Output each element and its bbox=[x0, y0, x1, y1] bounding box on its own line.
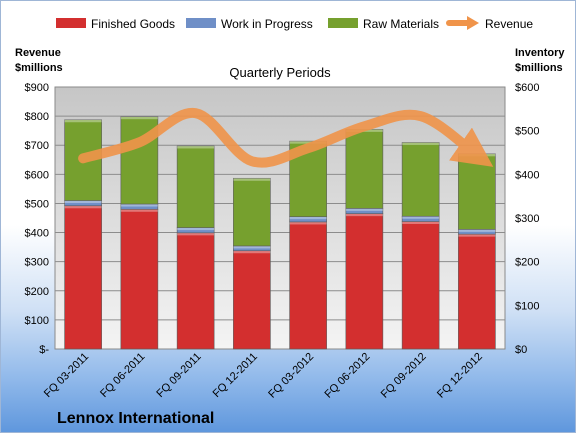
left-tick-label: $700 bbox=[25, 140, 49, 152]
bar-work-in-progress-highlight bbox=[177, 227, 215, 231]
x-tick-label: FQ 03-2011 bbox=[42, 351, 91, 400]
right-tick-label: $500 bbox=[515, 126, 539, 138]
bar-finished-goods bbox=[345, 213, 384, 350]
legend-label-work-in-progress: Work in Progress bbox=[221, 17, 313, 31]
left-axis-ticks: $- $100 $200 $300 $400 $500 $600 $700 $800 $900 bbox=[25, 82, 50, 356]
bar-finished-goods bbox=[458, 233, 496, 350]
bar-finished-goods-highlight bbox=[289, 221, 327, 225]
bar-raw-materials-highlight bbox=[289, 141, 327, 144]
right-axis-title-line1: Inventory bbox=[515, 47, 565, 59]
bar-work-in-progress-highlight bbox=[233, 245, 271, 249]
right-tick-label: $400 bbox=[515, 169, 539, 181]
bar-finished-goods-highlight bbox=[402, 221, 440, 224]
bar-raw-materials-highlight bbox=[120, 116, 158, 120]
right-axis-title-line2: $millions bbox=[515, 62, 563, 74]
bar-work-in-progress-highlight bbox=[345, 208, 383, 211]
company-name: Lennox International bbox=[57, 410, 214, 427]
left-tick-label: $500 bbox=[25, 198, 49, 210]
bar-finished-goods bbox=[289, 221, 327, 350]
left-tick-label: $- bbox=[39, 344, 49, 356]
right-tick-label: $0 bbox=[515, 344, 527, 356]
bar-finished-goods bbox=[233, 250, 271, 350]
bar-raw-materials-highlight bbox=[402, 142, 440, 145]
left-tick-label: $400 bbox=[25, 228, 49, 240]
bar-finished-goods-highlight bbox=[233, 250, 271, 254]
revenue-line bbox=[78, 108, 494, 168]
bar-work-in-progress-highlight bbox=[402, 216, 440, 219]
legend-swatch-finished-goods bbox=[56, 18, 86, 28]
bar-raw-materials-highlight bbox=[64, 119, 102, 123]
bar-finished-goods-highlight bbox=[345, 213, 383, 217]
x-tick-label: FQ 06-2012 bbox=[323, 351, 373, 401]
x-tick-label: FQ 03-2012 bbox=[266, 351, 316, 401]
right-tick-label: $200 bbox=[515, 257, 539, 269]
bar-raw-materials-highlight bbox=[177, 145, 215, 149]
bar-raw-materials bbox=[345, 129, 384, 209]
right-tick-label: $600 bbox=[515, 82, 539, 94]
left-tick-label: $300 bbox=[25, 257, 49, 269]
bar-raw-materials bbox=[401, 142, 440, 217]
legend: Finished Goods Work in Progress Raw Mate… bbox=[56, 16, 533, 31]
legend-label-raw-materials: Raw Materials bbox=[363, 17, 439, 31]
bar-work-in-progress-highlight bbox=[458, 229, 496, 232]
x-tick-label: FQ 09-2011 bbox=[154, 351, 203, 400]
right-tick-label: $300 bbox=[515, 213, 539, 225]
bar-work-in-progress-highlight bbox=[289, 216, 327, 220]
left-axis-title-line1: Revenue bbox=[15, 47, 61, 59]
left-tick-label: $600 bbox=[25, 169, 49, 181]
bar-finished-goods bbox=[176, 232, 215, 350]
legend-swatch-raw-materials bbox=[328, 18, 358, 28]
bar-finished-goods-highlight bbox=[120, 209, 158, 212]
x-tick-label: FQ 09-2012 bbox=[379, 351, 429, 401]
left-tick-label: $200 bbox=[25, 286, 49, 298]
bar-work-in-progress-highlight bbox=[64, 200, 102, 204]
legend-arrow-revenue bbox=[467, 16, 479, 30]
plot-title: Quarterly Periods bbox=[229, 65, 331, 80]
bar-raw-materials bbox=[458, 153, 496, 230]
bars-layer bbox=[64, 116, 496, 350]
bar-raw-materials-highlight bbox=[233, 178, 271, 181]
bar-raw-materials bbox=[176, 145, 215, 228]
bar-raw-materials bbox=[233, 177, 271, 247]
right-tick-label: $100 bbox=[515, 300, 539, 312]
left-tick-label: $100 bbox=[25, 315, 49, 327]
legend-label-revenue: Revenue bbox=[485, 17, 533, 31]
x-tick-label: FQ 12-2012 bbox=[435, 351, 485, 401]
left-tick-label: $900 bbox=[25, 82, 49, 94]
bar-finished-goods-highlight bbox=[458, 234, 496, 237]
left-tick-label: $800 bbox=[25, 111, 49, 123]
x-axis-ticks: FQ 03-2011 FQ 06-2011 FQ 09-2011 FQ 12-2011… bbox=[42, 351, 485, 401]
legend-label-finished-goods: Finished Goods bbox=[91, 17, 175, 31]
bar-work-in-progress-highlight bbox=[120, 204, 158, 207]
right-axis-ticks: $0 $100 $200 $300 $400 $500 $600 bbox=[515, 82, 539, 356]
bar-finished-goods bbox=[401, 221, 440, 350]
bar-finished-goods-highlight bbox=[64, 205, 102, 209]
x-tick-label: FQ 12-2011 bbox=[211, 351, 260, 400]
bar-finished-goods bbox=[120, 208, 159, 350]
x-tick-label: FQ 06-2011 bbox=[98, 351, 147, 400]
bar-finished-goods-highlight bbox=[177, 232, 215, 236]
bar-finished-goods bbox=[64, 205, 102, 350]
left-axis-title-line2: $millions bbox=[15, 62, 63, 74]
legend-swatch-work-in-progress bbox=[186, 18, 216, 28]
revenue-line-layer bbox=[78, 108, 494, 168]
